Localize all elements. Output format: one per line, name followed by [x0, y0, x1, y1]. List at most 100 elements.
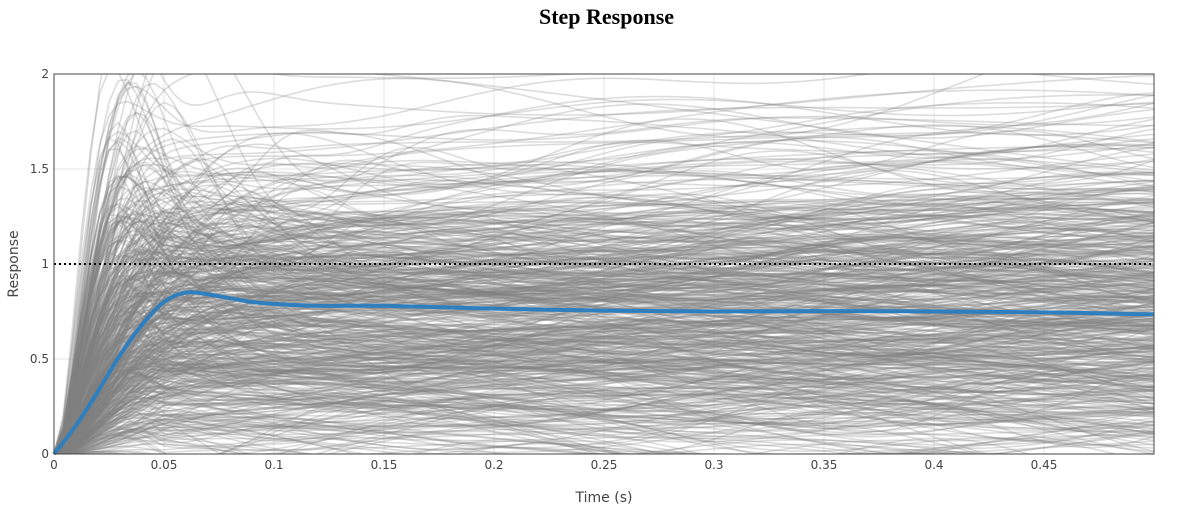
chart-title: Step Response	[538, 4, 675, 29]
trajectory-line	[54, 249, 1154, 454]
trajectory-line	[54, 436, 246, 454]
trajectory-line	[54, 172, 1154, 454]
trajectory-line	[54, 336, 1154, 454]
trajectory-line	[54, 318, 1154, 454]
trajectory-line	[54, 393, 1154, 454]
trajectory-line	[54, 174, 1154, 454]
trajectory-line	[54, 257, 1154, 454]
trajectory-line	[54, 360, 1154, 454]
trajectory-line	[54, 187, 1154, 454]
trajectory-line	[54, 274, 1154, 454]
trajectory-line	[54, 157, 1154, 454]
trajectory-line	[54, 221, 1154, 454]
trajectory-line	[54, 192, 1154, 454]
trajectory-line	[54, 217, 1154, 454]
trajectory-line	[54, 436, 875, 454]
trajectory-line	[54, 360, 1154, 454]
trajectory-line	[54, 391, 1154, 454]
trajectory-line	[54, 214, 1154, 454]
trajectory-line	[54, 235, 1154, 454]
trajectory-line	[54, 236, 1154, 454]
trajectory-line	[54, 201, 1154, 454]
trajectory-line	[54, 299, 1154, 454]
trajectory-line	[54, 376, 1154, 454]
trajectory-line	[54, 314, 1154, 454]
trajectory-line	[54, 192, 1154, 454]
trajectory-line	[54, 221, 1154, 454]
trajectory-line	[54, 380, 1154, 454]
trajectory-line	[54, 128, 1154, 454]
trajectory-line	[54, 295, 1154, 454]
trajectory-line	[54, 382, 1154, 454]
trajectory-line	[54, 213, 1154, 454]
trajectory-line	[54, 320, 1154, 454]
trajectory-line	[54, 415, 886, 454]
trajectory-line	[54, 218, 1154, 454]
trajectory-line	[54, 334, 1154, 454]
trajectory-line	[54, 309, 1154, 454]
trajectory-line	[54, 366, 1154, 454]
trajectory-line	[54, 370, 1154, 454]
trajectory-line	[54, 158, 1154, 454]
trajectory-line	[54, 395, 1154, 454]
trajectory-line	[54, 327, 1154, 454]
trajectory-line	[54, 340, 1154, 454]
trajectory-line	[54, 349, 1154, 454]
trajectory-line	[54, 74, 873, 454]
trajectory-line	[54, 418, 357, 454]
trajectory-line	[54, 271, 1154, 454]
trajectory-line	[54, 132, 1154, 454]
trajectory-line	[54, 133, 1154, 454]
trajectory-line	[54, 294, 1154, 454]
trajectory-line	[54, 217, 1154, 454]
trajectory-line	[54, 365, 1154, 454]
trajectory-line	[54, 284, 1154, 454]
trajectory-line	[54, 201, 1154, 454]
trajectory-line	[54, 234, 1154, 454]
trajectory-line	[54, 331, 1154, 454]
trajectory-line	[54, 371, 1154, 454]
trajectory-line	[54, 345, 1154, 454]
trajectory-line	[54, 401, 758, 454]
trajectory-line	[54, 357, 1154, 454]
trajectory-line	[54, 175, 1154, 454]
trajectory-line	[54, 310, 1154, 454]
trajectory-line	[54, 251, 1154, 454]
trajectory-line	[54, 274, 1154, 454]
trajectory-line	[54, 331, 1154, 454]
trajectory-line	[54, 318, 1154, 454]
trajectory-line	[54, 200, 1154, 454]
trajectory-line	[54, 409, 1154, 454]
trajectory-line	[54, 250, 1154, 454]
trajectory-line	[54, 373, 1154, 454]
trajectory-line	[54, 359, 1154, 454]
trajectory-line	[54, 398, 1154, 454]
trajectory-line	[54, 298, 1154, 454]
trajectory-line	[54, 136, 1154, 454]
trajectory-line	[54, 183, 1154, 454]
trajectory-line	[54, 386, 1154, 454]
trajectory-line	[54, 369, 1154, 454]
trajectory-line	[54, 309, 1154, 454]
trajectory-line	[54, 308, 1154, 454]
trajectory-line	[54, 191, 1154, 454]
trajectory-line	[54, 357, 1154, 454]
trajectory-line	[54, 416, 1154, 454]
trajectory-line	[54, 78, 1154, 454]
trajectory-line	[54, 206, 1154, 454]
trajectory-line	[54, 216, 1154, 454]
trajectory-line	[54, 81, 1154, 454]
trajectory-line	[54, 281, 1154, 454]
trajectory-line	[54, 288, 1154, 454]
trajectory-line	[54, 211, 1154, 454]
trajectory-line	[54, 391, 1154, 454]
trajectory-line	[54, 121, 1154, 454]
trajectory-line	[54, 288, 1154, 454]
trajectory-line	[54, 388, 1154, 454]
trajectory-line	[54, 188, 1154, 454]
trajectory-line	[54, 410, 1154, 454]
trajectory-line	[54, 217, 1154, 454]
trajectory-line	[54, 207, 1154, 454]
trajectory-line	[54, 266, 1154, 454]
